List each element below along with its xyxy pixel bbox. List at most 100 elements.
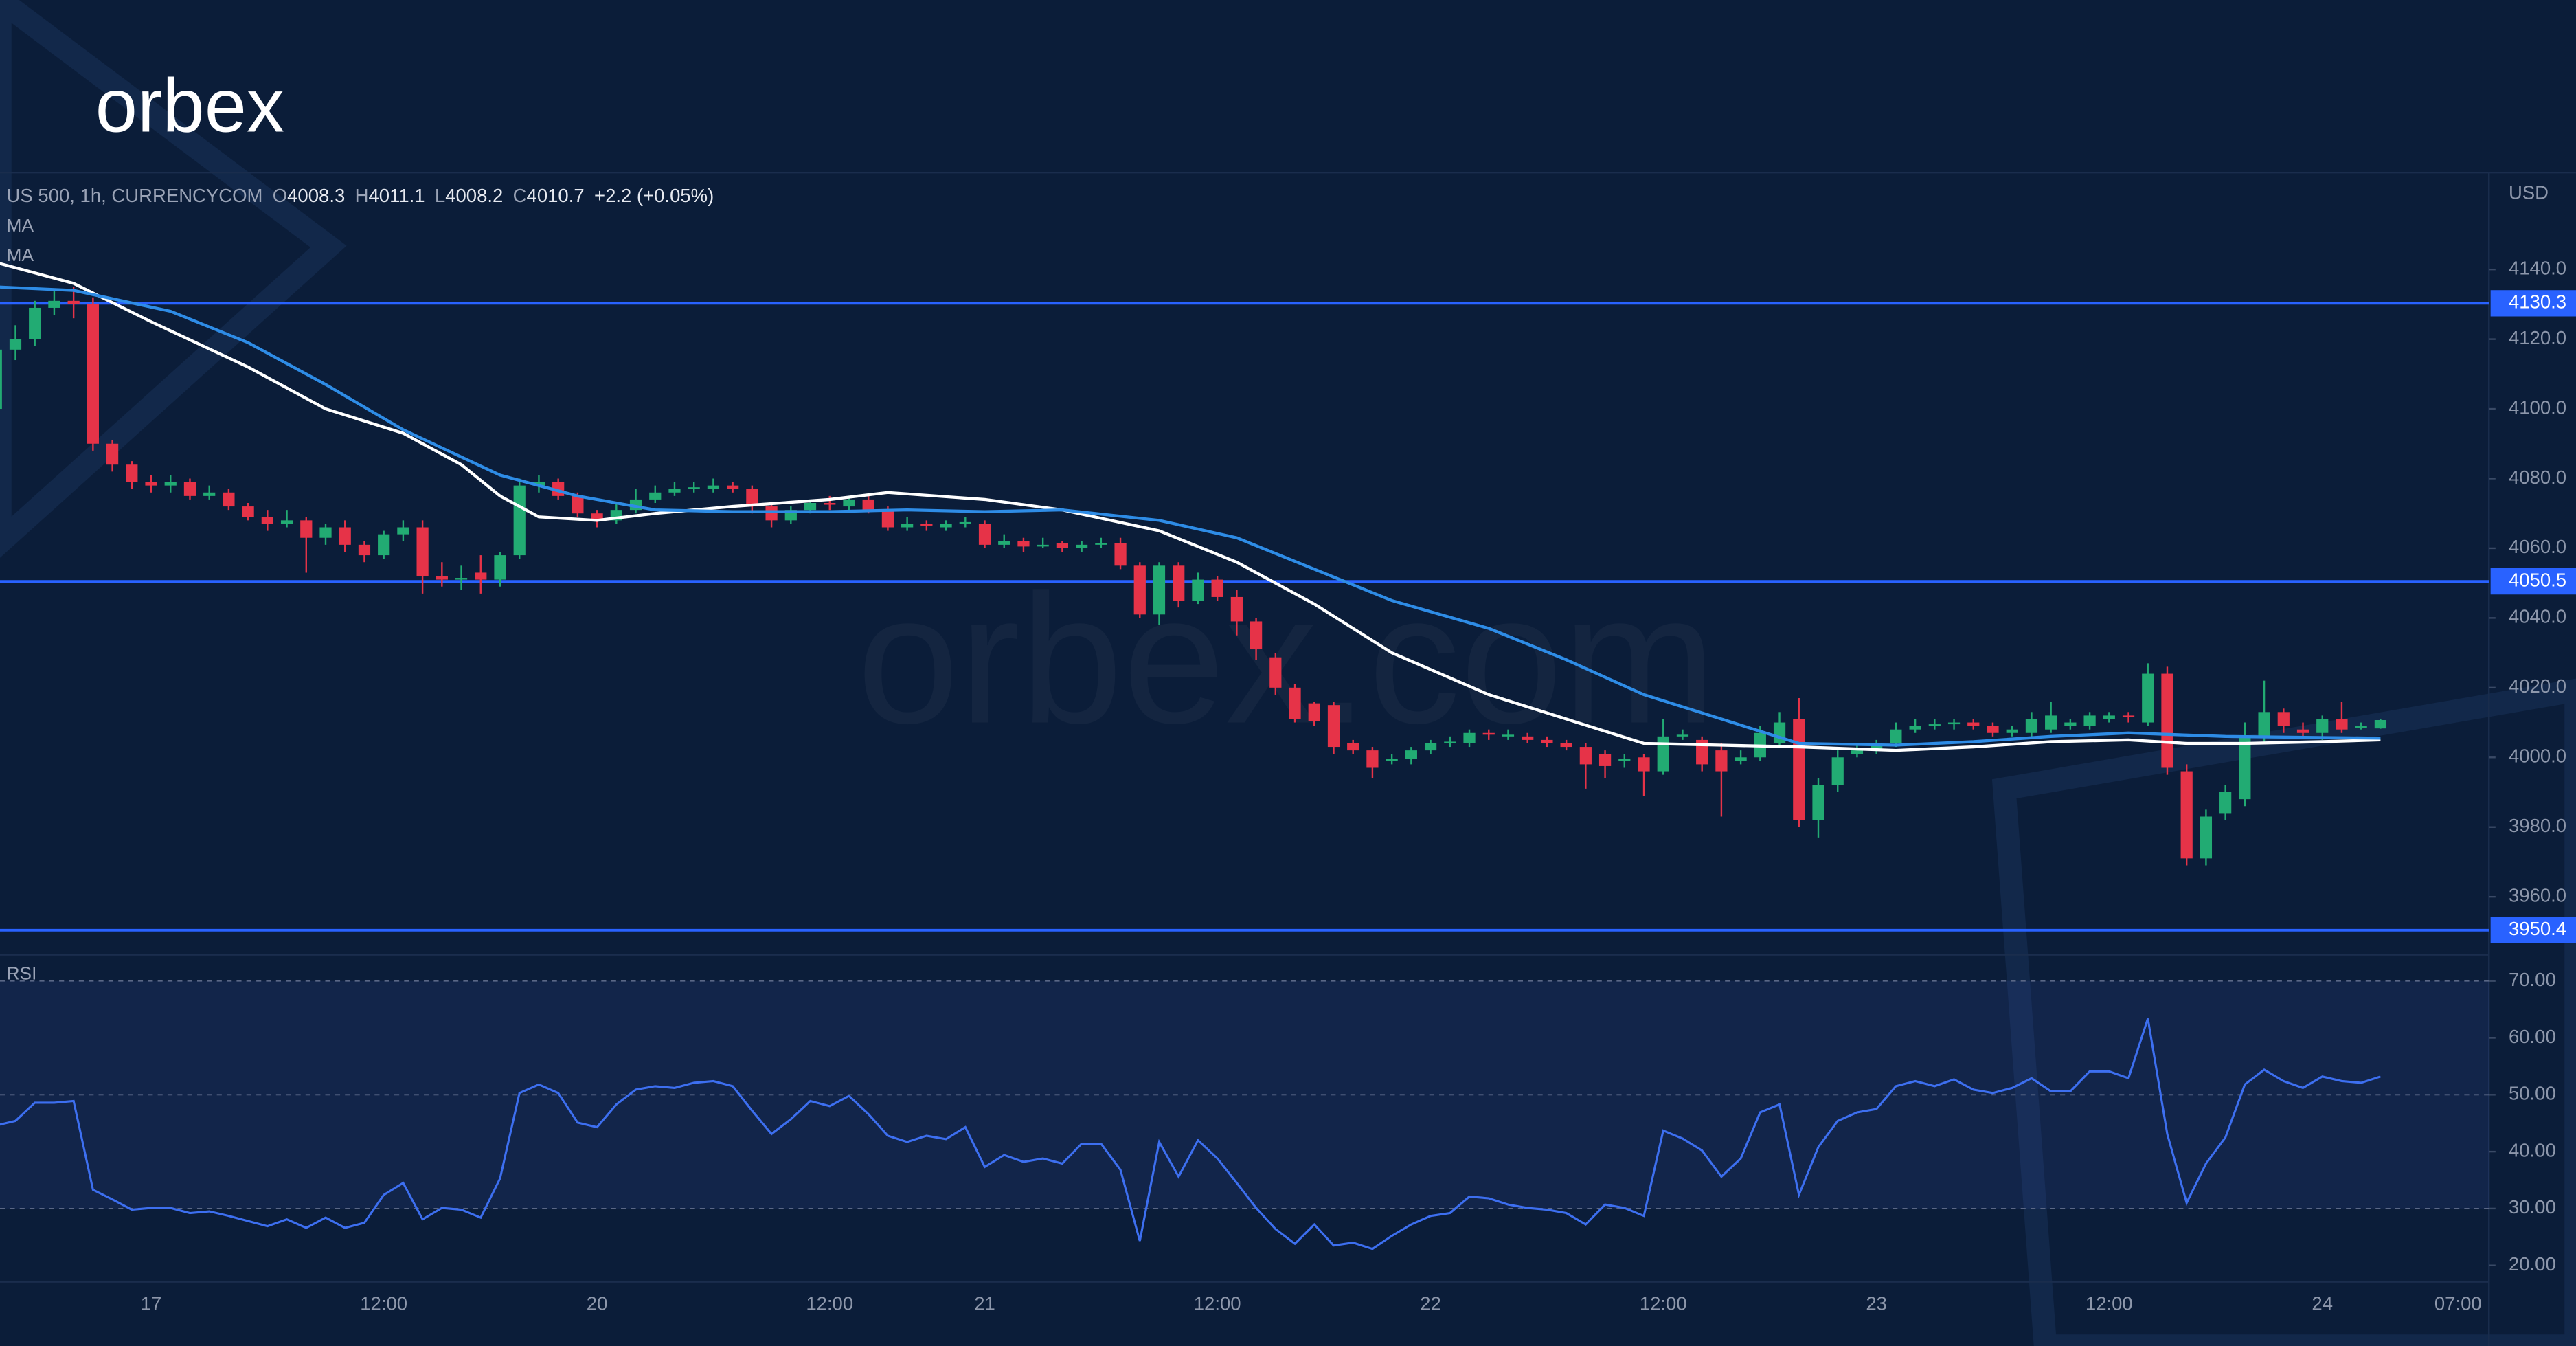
candle-body: [1424, 743, 1437, 751]
candle-body: [920, 524, 933, 526]
candle-body: [1560, 743, 1572, 748]
candle-body: [1366, 750, 1379, 768]
moving-average: [0, 285, 2381, 747]
x-tick-label: 12:00: [1640, 1292, 1687, 1314]
candle-body: [824, 502, 836, 505]
x-tick-label: 12:00: [2086, 1292, 2133, 1314]
symbol: US 500, 1h, CURRENCYCOM: [7, 185, 263, 206]
candle-body: [1444, 741, 1456, 743]
y-tick-label: 30.00: [2509, 1196, 2556, 1218]
moving-average: [0, 262, 2381, 752]
candle-body: [1502, 734, 1515, 737]
candle-body: [2200, 816, 2213, 859]
candle-body: [2064, 722, 2077, 726]
candle-body: [727, 485, 739, 489]
candle-body: [1909, 726, 1921, 730]
candle-body: [1327, 705, 1340, 748]
candle-body: [416, 527, 429, 576]
candle-body: [1890, 729, 1902, 743]
candle-body: [475, 572, 487, 580]
y-tick-label: 3980.0: [2509, 815, 2566, 836]
candle-body: [455, 578, 468, 580]
candle-body: [2316, 719, 2329, 733]
x-tick-label: 07:00: [2434, 1292, 2482, 1314]
candle-body: [746, 489, 758, 507]
level-label: 4130.3: [2509, 291, 2566, 313]
y-tick-label: 4060.0: [2509, 536, 2566, 557]
candle-body: [436, 576, 448, 580]
candle-body: [1463, 732, 1476, 743]
candle-body: [1638, 757, 1650, 772]
candle-body: [223, 492, 235, 507]
candle-body: [1579, 747, 1592, 765]
candle-body: [203, 492, 216, 496]
candle-body: [339, 527, 351, 545]
level-badge: [2490, 290, 2576, 317]
x-tick-label: 12:00: [360, 1292, 407, 1314]
y-tick-label: 4080.0: [2509, 467, 2566, 488]
candle-body: [358, 544, 371, 556]
candle-body: [1289, 687, 1301, 719]
legend-header: US 500, 1h, CURRENCYCOM O4008.3 H4011.1 L40…: [7, 185, 714, 206]
candle-body: [494, 555, 506, 580]
candle-body: [2025, 719, 2038, 733]
candle-body: [1250, 621, 1263, 650]
candle-body: [164, 482, 177, 486]
candle-body: [1173, 565, 1185, 601]
candle-body: [1056, 543, 1069, 548]
x-tick-label: 12:00: [1194, 1292, 1241, 1314]
plot-area: [0, 262, 2489, 1250]
candle-body: [126, 464, 138, 482]
candle-body: [1735, 757, 1747, 761]
candle-body: [183, 482, 196, 496]
y-tick-label: 4120.0: [2509, 327, 2566, 348]
candle-body: [1211, 579, 1223, 597]
candle-body: [145, 482, 157, 486]
candle-body: [2006, 729, 2018, 733]
y-tick-label: 4100.0: [2509, 396, 2566, 418]
x-tick-label: 24: [2312, 1292, 2333, 1314]
candle-body: [1347, 743, 1359, 751]
x-tick-label: 12:00: [806, 1292, 853, 1314]
candle-body: [1871, 743, 1883, 751]
candle-body: [765, 506, 778, 521]
candle-body: [67, 300, 80, 304]
candle-body: [242, 506, 254, 517]
candle-body: [2103, 715, 2115, 719]
candle-body: [804, 502, 817, 511]
candle-body: [280, 520, 293, 524]
candle-body: [1095, 543, 1107, 545]
ohlc-label: C: [513, 185, 527, 206]
x-tick-label: 22: [1420, 1292, 1441, 1314]
rsi-title: RSI: [7, 963, 37, 983]
candle-body: [1928, 724, 1941, 726]
x-tick-label: 20: [587, 1292, 608, 1314]
candle-body: [1017, 541, 1030, 547]
candle-body: [0, 349, 2, 410]
candle-body: [1812, 785, 1824, 820]
indicator-label: MA: [7, 245, 34, 265]
candle-body: [1076, 544, 1088, 548]
candle-body: [998, 541, 1010, 545]
x-tick-label: 23: [1866, 1292, 1887, 1314]
decoration: [0, 0, 347, 558]
candle-body: [1987, 726, 1999, 733]
candle-body: [1793, 719, 1805, 820]
watermark: orbex.com: [857, 556, 1715, 761]
candle-body: [1947, 722, 1961, 725]
candle-body: [378, 534, 390, 556]
y-tick-label: 40.00: [2509, 1139, 2556, 1160]
ohlc-label: H: [355, 185, 369, 206]
candle-body: [2083, 715, 2096, 726]
ohlc-label: O: [273, 185, 287, 206]
y-tick-label: 3960.0: [2509, 884, 2566, 906]
candle-body: [1308, 703, 1320, 721]
level-badge: [2490, 917, 2576, 943]
candle-body: [29, 307, 41, 339]
candle-body: [513, 485, 526, 556]
candle-body: [1114, 543, 1127, 566]
candle-body: [668, 489, 681, 493]
y-tick-label: 60.00: [2509, 1026, 2556, 1047]
candle-body: [1715, 750, 1728, 772]
candle-body: [940, 524, 952, 528]
